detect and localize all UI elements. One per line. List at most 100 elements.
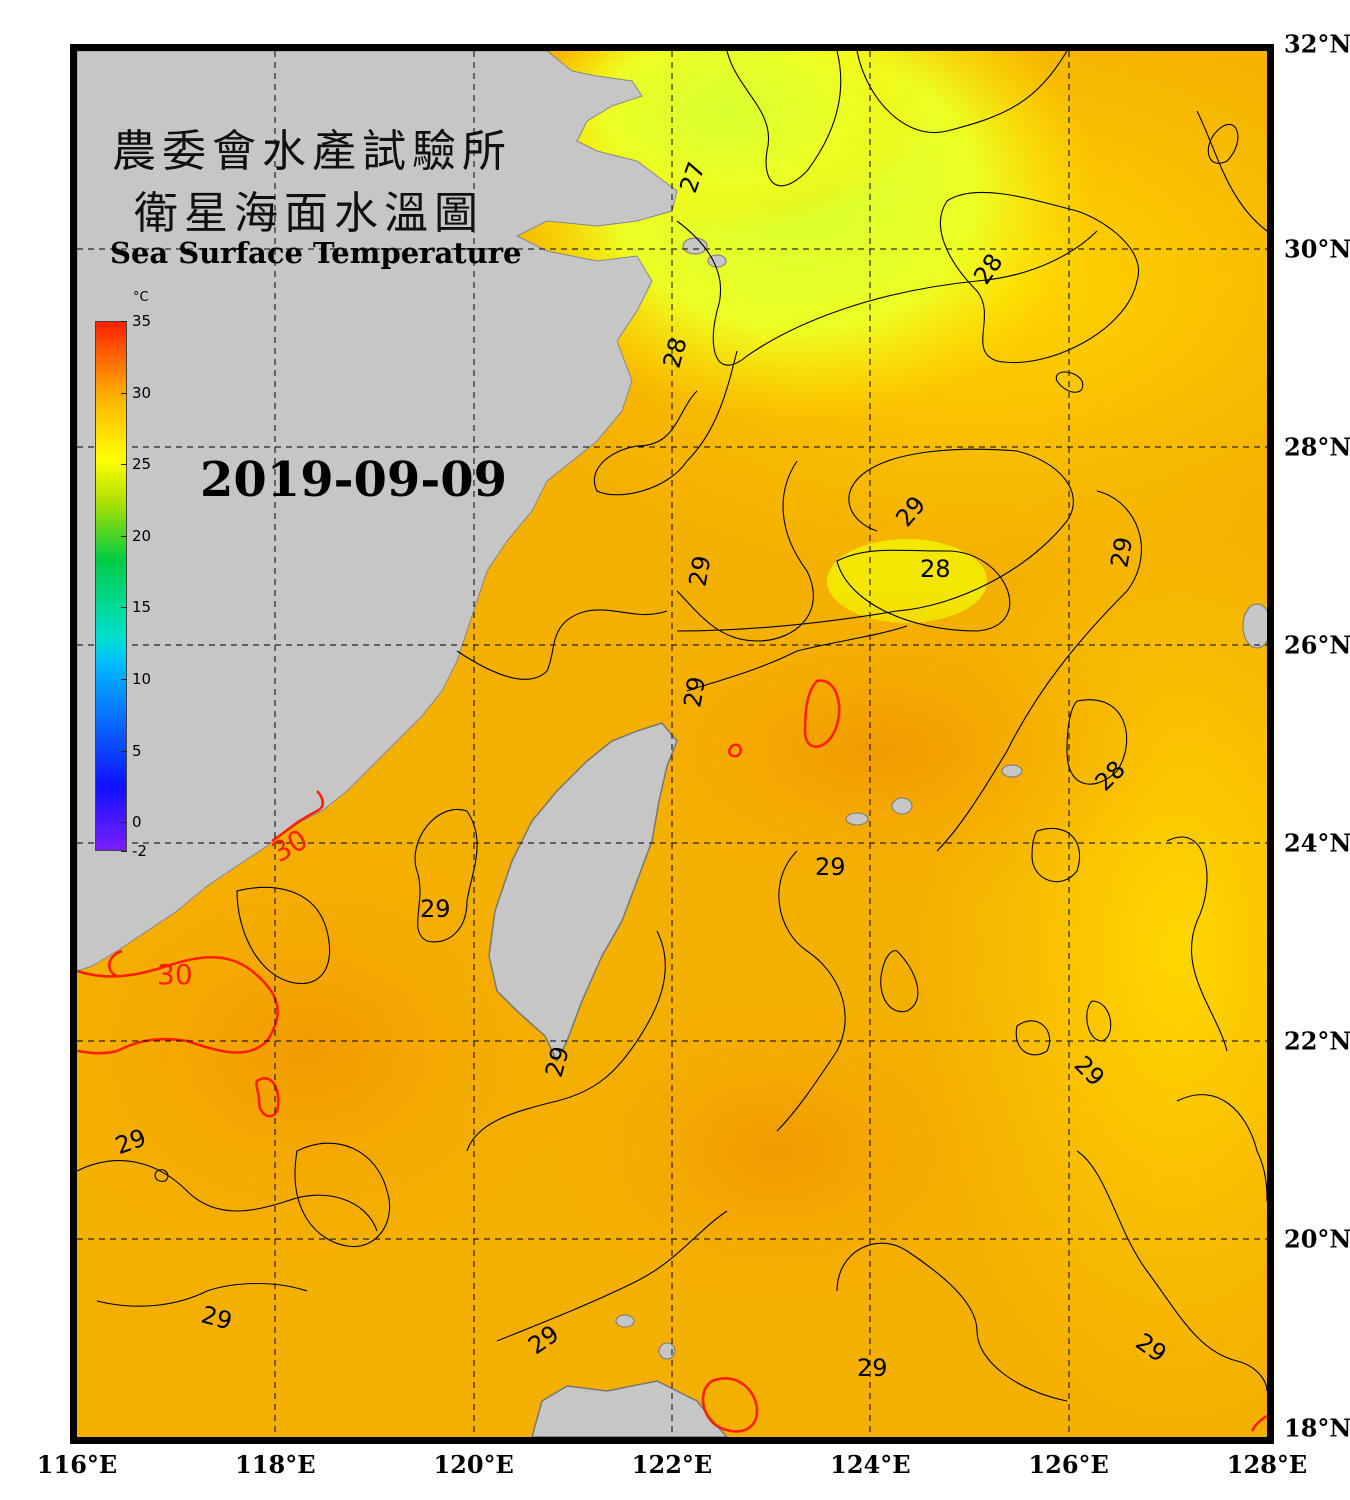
colorbar-tick-label: 15: [132, 598, 152, 617]
contour-29-south: [496, 1210, 728, 1342]
graticule: [77, 51, 1267, 1437]
sea-warm-sw: [77, 801, 627, 1301]
colorbar-tick-label: -2: [132, 842, 147, 860]
contour-30-fujian: [271, 790, 325, 843]
lat-label: 28°N: [1284, 432, 1350, 462]
sea-warm-south: [517, 971, 1037, 1331]
contours-red: [77, 679, 1267, 1433]
colorbar-tick-mark: [121, 464, 127, 466]
contour-29-central-2: [466, 930, 666, 1152]
colorbar-tick-mark: [121, 392, 127, 394]
island-ryukyu-4: [891, 797, 913, 815]
lat-label: 18°N: [1284, 1413, 1350, 1443]
colorbar-tick-mark: [121, 822, 127, 824]
colorbar-tick-label: 5: [132, 741, 142, 760]
colorbar-tick-mark: [121, 750, 127, 752]
contour-29-west: [456, 609, 668, 680]
lat-label: 30°N: [1284, 234, 1350, 264]
lat-label: 20°N: [1284, 1224, 1350, 1254]
contour-29-central: [776, 850, 846, 1132]
contour-29-east-big: [1166, 836, 1228, 1052]
contour-27-north: [726, 51, 842, 187]
lat-label: 22°N: [1284, 1026, 1350, 1056]
contour-30-taiwan-ne: [803, 679, 841, 748]
island-ryukyu-3: [845, 812, 869, 826]
contour-29-east-ring: [1015, 1020, 1051, 1056]
colorbar-tick-mark: [121, 679, 127, 681]
agency-title: 農委會水產試驗所: [112, 126, 512, 177]
colorbar-tick-mark: [121, 535, 127, 537]
colorbar-tick-mark: [121, 321, 127, 322]
colorbar-tick-label: 30: [132, 383, 152, 402]
contour-28-west-coast: [593, 350, 738, 496]
contour-29-fujian: [236, 886, 331, 985]
lon-label: 128°E: [1226, 1450, 1308, 1479]
contour-label: 29: [815, 853, 846, 881]
island-zhoushan-1: [682, 237, 708, 255]
contour-29-south-mid: [294, 1142, 391, 1248]
contour-30-sw-2: [108, 949, 123, 978]
colorbar-tick-label: 0: [132, 813, 142, 832]
contour-29-tiny: [154, 1169, 169, 1182]
contour-28-east: [1207, 123, 1239, 164]
contour-29-central-ring: [880, 950, 919, 1013]
contour-29-taiwan-n: [686, 625, 908, 692]
contour-28-ring-mid: [836, 549, 1011, 632]
contour-29-south-east-2: [1076, 1150, 1267, 1392]
contour-label: 29: [420, 895, 451, 923]
colorbar-tick-mark: [121, 607, 127, 609]
contour-28-north: [856, 51, 1068, 133]
contour-28-ring-ne: [940, 191, 1140, 363]
colorbar-tick-label: 25: [132, 455, 152, 474]
island-luzon-strait-2: [658, 1342, 676, 1360]
sea-warm-mid: [577, 591, 1177, 911]
contour-28-ne-corner: [1196, 110, 1267, 232]
contour-30-se-corner: [1250, 1414, 1267, 1432]
contour-label: 29: [684, 554, 717, 589]
contour-29-east-mid-2: [1031, 827, 1081, 883]
lat-label: 26°N: [1284, 630, 1350, 660]
lon-label: 126°E: [1028, 1450, 1109, 1479]
lon-label: 116°E: [36, 1450, 118, 1479]
colorbar-tick-mark: [121, 851, 127, 852]
map-title-english: Sea Surface Temperature: [110, 236, 522, 270]
contour-29-mid: [676, 448, 1074, 632]
map-title-chinese: 衛星海面水溫圖: [134, 188, 484, 239]
colorbar-tick-label: 35: [132, 312, 152, 330]
contour-label: 29: [1105, 535, 1138, 570]
contour-30-small: [255, 1077, 280, 1118]
colorbar-tick-label: 20: [132, 526, 152, 545]
colorbar-unit: °C: [133, 290, 149, 305]
land-luzon: [531, 1380, 729, 1437]
lon-label: 118°E: [235, 1450, 316, 1479]
lon-label: 124°E: [830, 1450, 911, 1479]
lon-label: 120°E: [433, 1450, 514, 1479]
contour-29-east-far: [1176, 1094, 1267, 1202]
contour-label: 29: [678, 675, 711, 710]
contour-29-mid-2: [676, 460, 814, 642]
island-ryukyu-2: [1001, 764, 1023, 778]
map-date: 2019-09-09: [200, 452, 508, 508]
lon-label: 122°E: [631, 1450, 713, 1479]
contour-30-luzon: [701, 1377, 759, 1433]
contour-29-east-rim: [936, 490, 1142, 852]
contours-black: [77, 51, 1267, 1402]
contour-30-sw: [77, 955, 279, 1055]
contour-label: 28: [920, 555, 951, 583]
land-taiwan: [488, 722, 678, 1063]
island-ryukyu-1: [1242, 603, 1267, 649]
contour-27: [676, 220, 1098, 366]
lat-label: 24°N: [1284, 828, 1350, 858]
sst-map: 27 28 29 28 28 29 29 29 29 29 29 29 29 2…: [70, 44, 1274, 1444]
contour-30-tiny: [727, 743, 743, 758]
contour-29-south-west-2: [96, 1283, 308, 1307]
island-luzon-strait: [615, 1314, 635, 1328]
contour-label: 29: [857, 1354, 888, 1382]
map-canvas: 27 28 29 28 28 29 29 29 29 29 29 29 29 2…: [77, 51, 1267, 1437]
contour-29-south-west: [77, 1160, 378, 1232]
temperature-colorbar: [95, 321, 127, 851]
lat-label: 32°N: [1284, 29, 1350, 59]
island-zhoushan-2: [707, 254, 727, 268]
contour-28-small: [1055, 371, 1084, 393]
colorbar-tick-label: 10: [132, 670, 152, 689]
